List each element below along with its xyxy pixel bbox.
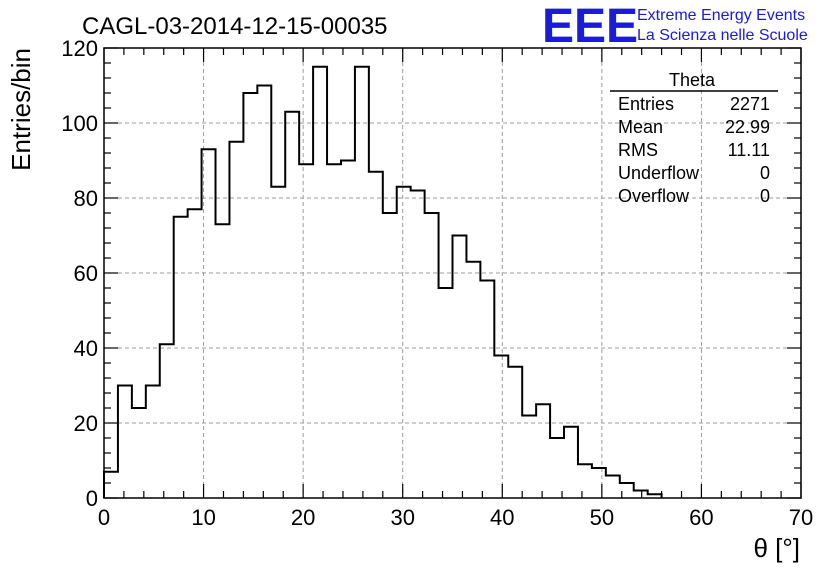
y-tick-label: 80: [74, 186, 98, 211]
histogram-bin: [243, 93, 257, 498]
axis-ticks: [103, 47, 802, 499]
y-axis-label: Entries/bin: [6, 48, 36, 171]
grid-lines: [104, 48, 801, 498]
stats-box: Theta Entries 2271 Mean 22.99 RMS 11.11 …: [610, 70, 778, 206]
x-tick-label: 40: [490, 505, 514, 530]
histogram-bin: [522, 416, 536, 499]
x-tick-label: 0: [98, 505, 110, 530]
histogram-bin: [299, 164, 313, 498]
histogram-bin: [355, 67, 369, 498]
histogram-bin: [327, 164, 341, 498]
histogram-line: [103, 65, 663, 498]
histogram-bin: [146, 386, 160, 499]
stats-label-rms: RMS: [618, 140, 658, 160]
histogram-bin: [229, 142, 243, 498]
histogram-bin: [257, 86, 271, 499]
histogram-bin: [216, 224, 230, 498]
stats-label-overflow: Overflow: [618, 186, 690, 206]
eee-logo: EEE Extreme Energy Events La Scienza nel…: [542, 0, 808, 53]
stats-title: Theta: [669, 70, 716, 90]
histogram-bin: [118, 386, 132, 499]
histogram-bin: [425, 213, 439, 498]
histogram-bin: [439, 288, 453, 498]
histogram-bin: [508, 367, 522, 498]
y-tick-label: 0: [86, 486, 98, 511]
histogram-bin: [494, 356, 508, 499]
stats-value-entries: 2271: [730, 94, 770, 114]
histogram-bin: [369, 172, 383, 498]
chart-title: CAGL-03-2014-12-15-00035: [82, 13, 388, 40]
histogram-bin: [466, 262, 480, 498]
histogram-bin: [536, 404, 550, 498]
stats-label-underflow: Underflow: [618, 163, 700, 183]
x-tick-label: 30: [390, 505, 414, 530]
histogram-bin: [634, 491, 648, 499]
y-tick-label: 60: [74, 261, 98, 286]
eee-logo-mark: EEE: [542, 0, 638, 53]
y-tick-label: 20: [74, 411, 98, 436]
x-tick-label: 10: [191, 505, 215, 530]
y-tick-label: 40: [74, 336, 98, 361]
histogram-bin: [285, 112, 299, 498]
x-tick-label: 70: [789, 505, 813, 530]
histogram-bin: [606, 476, 620, 499]
histogram-bin: [188, 209, 202, 498]
histogram-series: [103, 65, 663, 499]
stats-value-rms: 11.11: [728, 140, 770, 160]
x-tick-label: 50: [590, 505, 614, 530]
histogram-bin: [383, 213, 397, 498]
eee-logo-line1: Extreme Energy Events: [637, 7, 805, 24]
stats-label-entries: Entries: [618, 94, 674, 114]
x-tick-label: 20: [291, 505, 315, 530]
histogram-bin: [160, 344, 174, 498]
histogram-bin: [592, 468, 606, 498]
x-tick-labels: 0 10 20 30 40 50 60 70: [98, 505, 813, 530]
histogram-bin: [132, 408, 146, 498]
histogram-bin: [578, 464, 592, 498]
stats-label-mean: Mean: [618, 117, 663, 137]
histogram-bin: [411, 191, 425, 499]
histogram-bin: [550, 438, 564, 498]
histogram-bin: [313, 67, 327, 498]
histogram-bin: [453, 236, 467, 499]
histogram-bin: [271, 187, 285, 498]
stats-value-overflow: 0: [760, 186, 770, 206]
histogram-bin: [174, 217, 188, 498]
y-tick-labels: 0 20 40 60 80 100 120: [61, 36, 98, 511]
histogram-bin: [202, 149, 216, 498]
histogram-bin: [480, 281, 494, 499]
x-tick-label: 60: [689, 505, 713, 530]
histogram-bin: [104, 472, 118, 498]
y-tick-label: 120: [61, 36, 98, 61]
eee-logo-line2: La Scienza nelle Scuole: [637, 27, 808, 44]
histogram-bin: [341, 161, 355, 499]
x-axis-label: θ [°]: [753, 533, 800, 563]
stats-value-underflow: 0: [760, 163, 770, 183]
histogram-bin: [397, 187, 411, 498]
histogram-bin: [564, 427, 578, 498]
stats-value-mean: 22.99: [725, 117, 770, 137]
y-tick-label: 100: [61, 111, 98, 136]
